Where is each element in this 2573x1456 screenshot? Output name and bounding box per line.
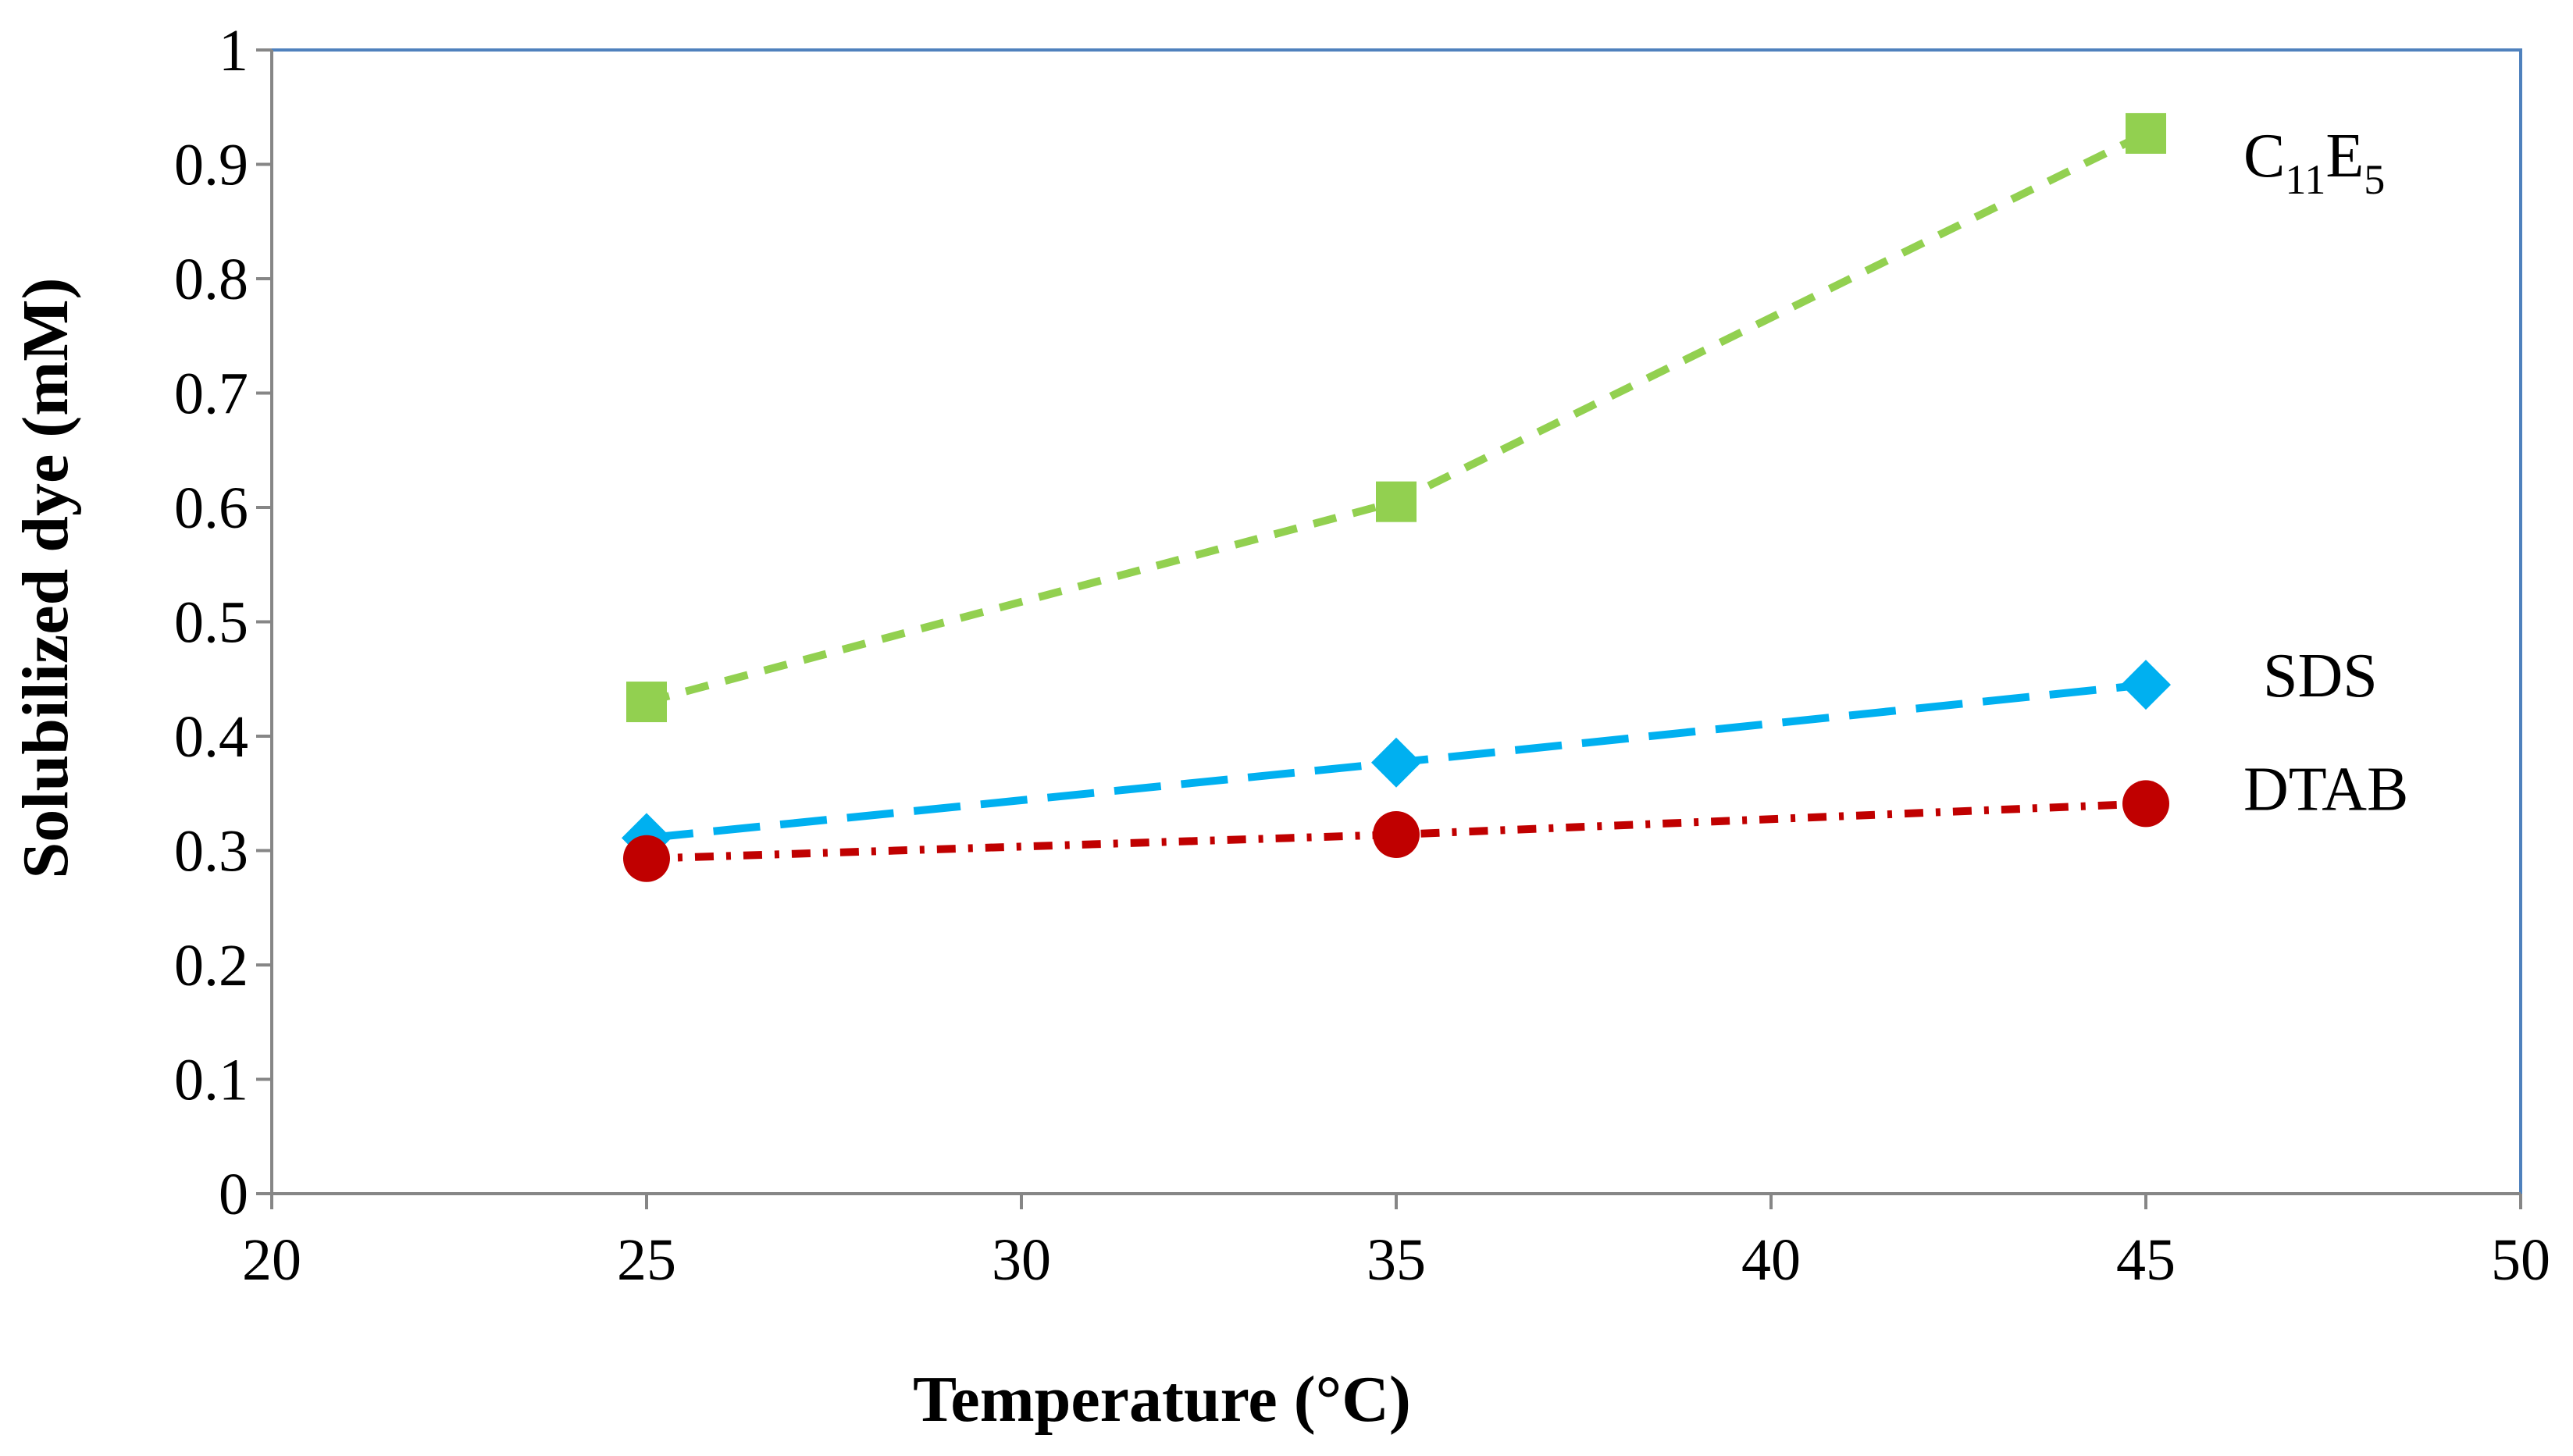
x-tick-label: 30 (992, 1227, 1051, 1293)
x-axis-title: Temperature (°C) (913, 1363, 1411, 1436)
data-point-sds (1371, 737, 1421, 788)
data-point-dtab (2122, 780, 2169, 828)
y-axis: 0 0.1 0.2 0.3 0.4 0.5 0.6 0.7 0.8 0.9 1 (174, 18, 273, 1227)
y-tick-label: 0 (219, 1162, 248, 1227)
series-label-c11e5-sub2: 5 (2364, 156, 2385, 203)
series-dtab (623, 780, 2169, 882)
y-tick-label: 0.1 (174, 1048, 248, 1113)
data-point-c11e5 (1376, 481, 1417, 522)
x-tick-label: 35 (1367, 1227, 1426, 1293)
data-point-c11e5 (2126, 112, 2166, 154)
y-tick-label: 0.9 (174, 133, 248, 198)
data-point-dtab (623, 835, 670, 882)
y-tick-label: 1 (219, 18, 248, 84)
series-label-c11e5-sub1: 11 (2285, 156, 2325, 203)
data-point-c11e5 (626, 682, 667, 723)
y-axis-title: Solubilized dye (mM) (9, 278, 82, 879)
series-label-dtab: DTAB (2243, 755, 2408, 824)
series-line-dtab (646, 799, 2147, 863)
series-line-c11e5 (645, 130, 2148, 706)
series-group (622, 112, 2171, 882)
x-tick-label: 20 (242, 1227, 301, 1293)
y-tick-label: 0.2 (174, 933, 248, 999)
x-tick-label: 50 (2491, 1227, 2550, 1293)
y-tick-label: 0.6 (174, 475, 248, 541)
plot-frame-group (270, 48, 2522, 1195)
series-label-c11e5-main: C (2243, 122, 2285, 190)
series-label-sds: SDS (2263, 642, 2378, 710)
x-axis: 20 25 30 35 40 45 50 (242, 1192, 2550, 1293)
series-label-c11e5: C11E5 (2243, 122, 2385, 203)
y-tick-label: 0.4 (174, 704, 248, 770)
x-tick-label: 40 (1741, 1227, 1801, 1293)
series-c11e5 (626, 112, 2166, 723)
y-tick-label: 0.8 (174, 247, 248, 312)
y-tick-label: 0.7 (174, 361, 248, 427)
y-tick-label: 0.3 (174, 819, 248, 885)
data-point-dtab (1373, 810, 1420, 858)
data-point-sds (2121, 660, 2171, 710)
series-labels: C11E5 SDS DTAB (2243, 122, 2408, 824)
x-tick-label: 25 (617, 1227, 676, 1293)
y-tick-label: 0.5 (174, 590, 248, 656)
plot-frame (270, 48, 2522, 1195)
series-label-c11e5-mid: E (2325, 122, 2364, 190)
x-tick-label: 45 (2116, 1227, 2176, 1293)
